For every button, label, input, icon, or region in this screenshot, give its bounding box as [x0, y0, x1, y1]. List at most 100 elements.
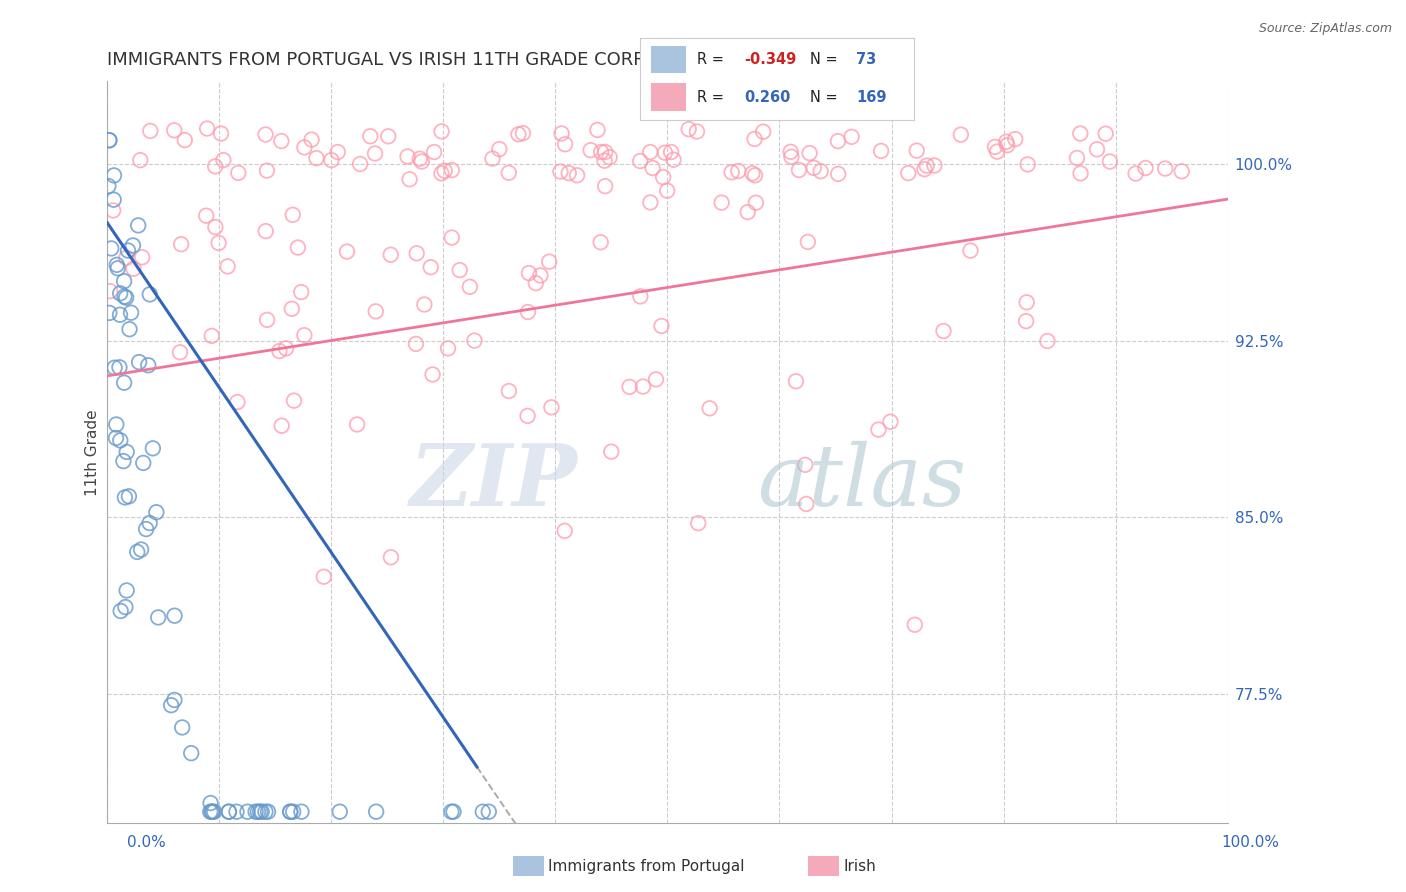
Point — [115, 583, 138, 598]
Text: 0.0%: 0.0% — [127, 836, 166, 850]
Point — [657, 184, 679, 198]
Point — [593, 145, 616, 159]
Point — [565, 169, 588, 183]
Point — [105, 258, 128, 272]
Point — [727, 164, 749, 178]
Point — [254, 805, 277, 819]
Point — [132, 456, 155, 470]
Text: -0.349: -0.349 — [744, 53, 796, 67]
Point — [1098, 154, 1121, 169]
Text: 100.0%: 100.0% — [1222, 836, 1279, 850]
Point — [110, 604, 132, 618]
Point — [405, 246, 427, 260]
Point — [98, 133, 121, 147]
Point — [170, 237, 193, 252]
Point — [142, 442, 165, 456]
Point — [364, 146, 387, 161]
Text: Immigrants from Portugal: Immigrants from Portugal — [548, 859, 745, 873]
Point — [201, 805, 224, 819]
Point — [589, 235, 612, 250]
Point — [135, 522, 157, 536]
Bar — [651, 45, 686, 73]
Point — [787, 163, 810, 178]
Point — [512, 126, 534, 140]
Point — [995, 135, 1018, 149]
Point — [366, 805, 388, 819]
Point — [108, 286, 131, 301]
Point — [652, 170, 675, 185]
Point — [423, 145, 446, 159]
Point — [326, 145, 349, 159]
Point — [1015, 314, 1038, 328]
Point — [1066, 151, 1088, 165]
Point — [114, 289, 136, 303]
Point — [744, 132, 766, 146]
Point — [281, 301, 304, 316]
Point — [1070, 166, 1092, 180]
Point — [281, 208, 304, 222]
Point — [645, 372, 668, 386]
Point — [449, 263, 471, 277]
Point — [103, 169, 125, 183]
Point — [688, 516, 710, 531]
Point — [127, 545, 149, 559]
Point — [254, 128, 277, 142]
Point — [148, 610, 170, 624]
Point — [481, 152, 503, 166]
Point — [678, 122, 700, 136]
Point — [283, 805, 305, 819]
Point — [517, 266, 540, 280]
Point — [524, 276, 547, 290]
Point — [419, 260, 441, 275]
Point — [593, 153, 616, 168]
Point — [398, 172, 420, 186]
Point — [256, 313, 278, 327]
Point — [579, 143, 602, 157]
Point — [914, 162, 936, 177]
Point — [329, 805, 352, 819]
Point — [557, 166, 579, 180]
Point — [163, 608, 186, 623]
Point — [139, 124, 162, 138]
Point — [932, 324, 955, 338]
Point — [200, 796, 222, 810]
Point — [98, 306, 121, 320]
Point — [699, 401, 721, 416]
Point — [249, 805, 271, 819]
Text: Irish: Irish — [844, 859, 876, 873]
Point — [212, 153, 235, 167]
Point — [1085, 142, 1108, 156]
Point — [443, 805, 465, 819]
Point — [458, 280, 481, 294]
Point — [218, 805, 240, 819]
Point — [209, 127, 232, 141]
Point — [283, 393, 305, 408]
Point — [103, 193, 125, 207]
Point — [163, 693, 186, 707]
Point — [117, 244, 139, 258]
Point — [870, 144, 893, 158]
Point — [517, 305, 540, 319]
Point — [631, 379, 654, 393]
Point — [498, 384, 520, 398]
Point — [478, 805, 501, 819]
Point — [217, 260, 239, 274]
Text: IMMIGRANTS FROM PORTUGAL VS IRISH 11TH GRADE CORRELATION CHART: IMMIGRANTS FROM PORTUGAL VS IRISH 11TH G… — [107, 51, 789, 69]
Point — [380, 550, 402, 565]
Point — [172, 721, 194, 735]
Point — [430, 166, 453, 180]
Point — [208, 235, 231, 250]
Point — [225, 805, 247, 819]
Point — [1135, 161, 1157, 175]
Point — [995, 138, 1018, 153]
Point — [336, 244, 359, 259]
Point — [411, 154, 433, 169]
Text: R =: R = — [697, 90, 724, 105]
Point — [413, 297, 436, 311]
Point — [108, 308, 131, 322]
Point — [986, 145, 1008, 159]
Point — [949, 128, 972, 142]
Point — [1125, 167, 1147, 181]
Point — [550, 164, 572, 178]
Point — [803, 161, 825, 175]
